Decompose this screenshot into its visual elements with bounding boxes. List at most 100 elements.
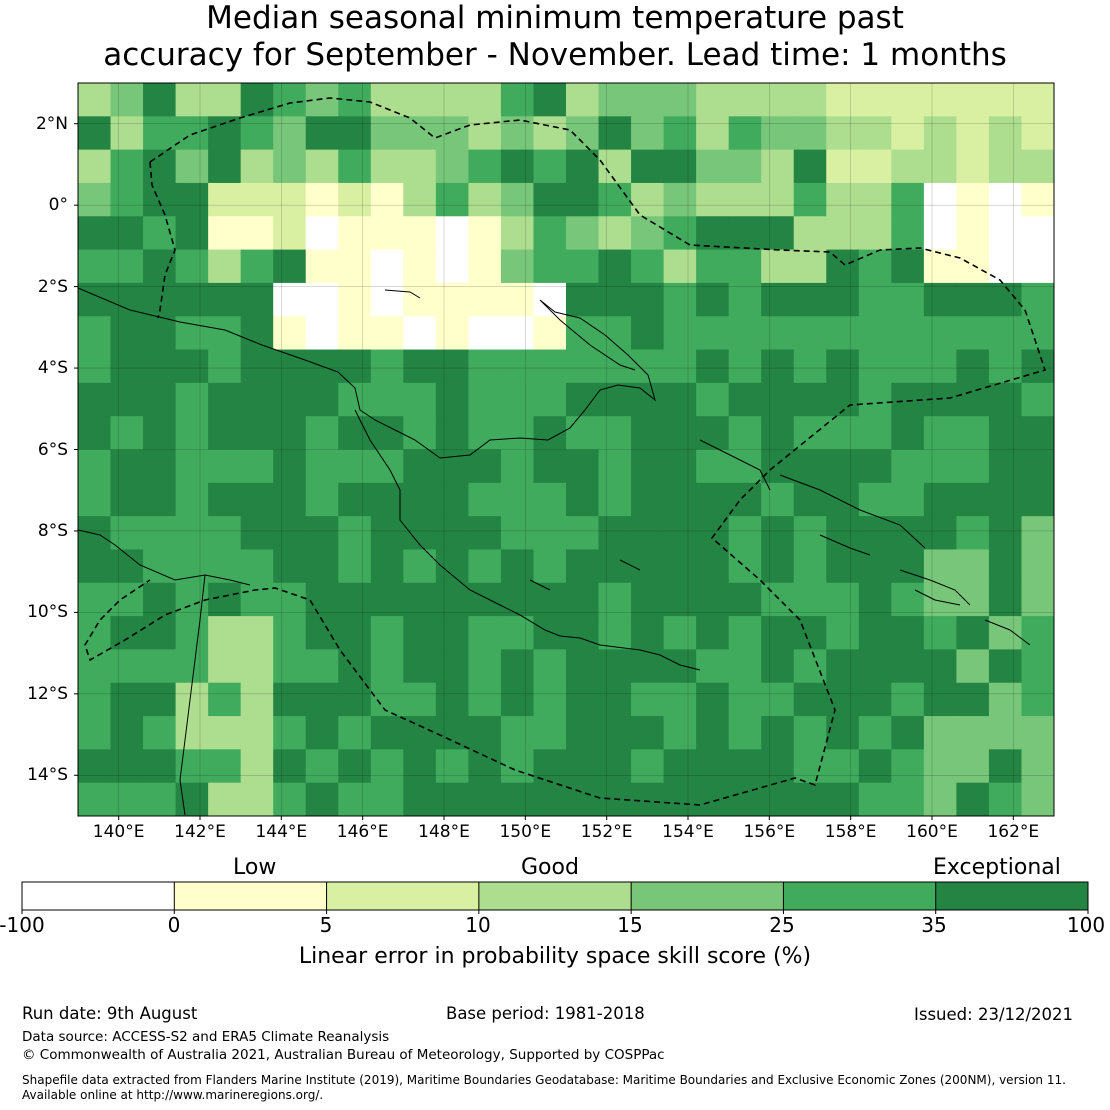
skill-grid-cell xyxy=(533,249,567,284)
skill-grid-cell xyxy=(78,582,112,617)
skill-grid-cell xyxy=(175,316,209,351)
skill-grid-cell xyxy=(208,282,242,317)
skill-grid-cell xyxy=(728,782,762,817)
skill-grid-cell xyxy=(793,182,827,217)
skill-grid-cell xyxy=(728,316,762,351)
skill-grid-cell xyxy=(403,382,437,417)
skill-grid-cell xyxy=(923,116,957,151)
skill-grid-cell xyxy=(208,482,242,517)
skill-grid-cell xyxy=(500,716,534,750)
skill-grid-cell xyxy=(761,582,795,617)
skill-grid-cell xyxy=(631,682,665,717)
skill-grid-cell xyxy=(793,482,827,517)
skill-grid-cell xyxy=(566,749,600,784)
skill-grid-cell xyxy=(598,382,632,417)
longitude-label: 152°E xyxy=(580,822,633,842)
skill-grid-cell xyxy=(370,216,404,251)
skill-grid-cell xyxy=(923,282,957,317)
skill-grid-cell xyxy=(468,316,502,351)
skill-grid-cell xyxy=(826,749,860,784)
skill-grid-cell xyxy=(175,249,209,284)
skill-grid-cell xyxy=(728,649,762,684)
skill-grid-cell xyxy=(923,316,957,351)
skill-grid-cell xyxy=(858,582,892,617)
skill-grid-cell xyxy=(175,649,209,684)
skill-grid-cell xyxy=(78,616,112,650)
skill-grid-cell xyxy=(631,116,665,151)
skill-grid-cell xyxy=(370,649,404,684)
skill-grid-cell xyxy=(78,716,112,750)
skill-grid-cell xyxy=(208,449,242,484)
skill-grid-cell xyxy=(696,482,730,517)
longitude-label: 160°E xyxy=(906,822,958,842)
skill-grid-cell xyxy=(240,216,274,251)
skill-grid-cell xyxy=(891,149,925,184)
skill-grid-cell xyxy=(273,716,307,750)
skill-grid-cell xyxy=(533,316,567,351)
skill-grid-cell xyxy=(988,83,1022,117)
skill-grid-cell xyxy=(728,282,762,317)
skill-grid-cell xyxy=(598,649,632,684)
skill-grid-cell xyxy=(793,582,827,617)
skill-grid-cell xyxy=(435,249,469,284)
skill-grid-cell xyxy=(566,716,600,750)
colorbar-segment xyxy=(631,882,784,910)
skill-grid-cell xyxy=(240,116,274,151)
skill-grid-cell xyxy=(273,116,307,151)
skill-grid-cell xyxy=(598,582,632,617)
skill-grid-cell xyxy=(273,149,307,184)
skill-grid-cell xyxy=(923,516,957,550)
skill-grid-cell xyxy=(858,749,892,784)
skill-grid-cell xyxy=(500,549,534,584)
skill-grid-cell xyxy=(988,616,1022,650)
skill-grid-cell xyxy=(761,382,795,417)
skill-grid-cell xyxy=(891,782,925,817)
colorbar-tick-label: 5 xyxy=(319,913,333,937)
skill-grid-cell xyxy=(761,216,795,251)
colorbar-segment xyxy=(935,882,1088,910)
skill-grid-cell xyxy=(826,582,860,617)
skill-grid-cell xyxy=(370,116,404,151)
skill-grid-cell xyxy=(891,516,925,550)
skill-grid-cell xyxy=(338,682,372,717)
skill-grid-cell xyxy=(240,282,274,317)
skill-grid-cell xyxy=(598,116,632,151)
skill-grid-cell xyxy=(208,782,242,817)
skill-grid-cell xyxy=(663,649,697,684)
skill-grid-cell xyxy=(923,449,957,484)
skill-grid-cell xyxy=(468,182,502,217)
skill-grid-cell xyxy=(988,549,1022,584)
skill-grid-cell xyxy=(793,249,827,284)
skill-grid-cell xyxy=(338,716,372,750)
skill-grid-cell xyxy=(435,716,469,750)
skill-grid-cell xyxy=(273,516,307,550)
skill-grid-cell xyxy=(923,616,957,650)
skill-grid-cell xyxy=(761,116,795,151)
skill-grid-cell xyxy=(631,782,665,817)
skill-grid-cell xyxy=(370,482,404,517)
skill-grid-cell xyxy=(533,149,567,184)
skill-grid-cell xyxy=(566,549,600,584)
skill-grid-cell xyxy=(1021,116,1055,151)
shapefile-credit-line1: Shapefile data extracted from Flanders M… xyxy=(22,1073,1066,1087)
skill-grid-cell xyxy=(566,216,600,251)
skill-grid-cell xyxy=(175,349,209,384)
skill-grid-cell xyxy=(240,582,274,617)
skill-grid-cell xyxy=(370,516,404,550)
skill-grid-cell xyxy=(305,582,339,617)
skill-grid-cell xyxy=(500,482,534,517)
skill-grid-cell xyxy=(533,616,567,650)
skill-grid-cell xyxy=(305,649,339,684)
skill-grid-cell xyxy=(923,182,957,217)
skill-grid-cell xyxy=(240,549,274,584)
skill-grid-cell xyxy=(923,416,957,450)
skill-grid-cell xyxy=(240,449,274,484)
skill-grid-cell xyxy=(468,716,502,750)
longitude-label: 144°E xyxy=(255,822,308,842)
skill-grid-cell xyxy=(1021,782,1055,817)
skill-grid-cell xyxy=(826,349,860,384)
latitude-label: 2°N xyxy=(35,113,68,134)
skill-grid-cell xyxy=(956,549,990,584)
skill-grid-cell xyxy=(78,149,112,184)
skill-grid-cell xyxy=(696,549,730,584)
